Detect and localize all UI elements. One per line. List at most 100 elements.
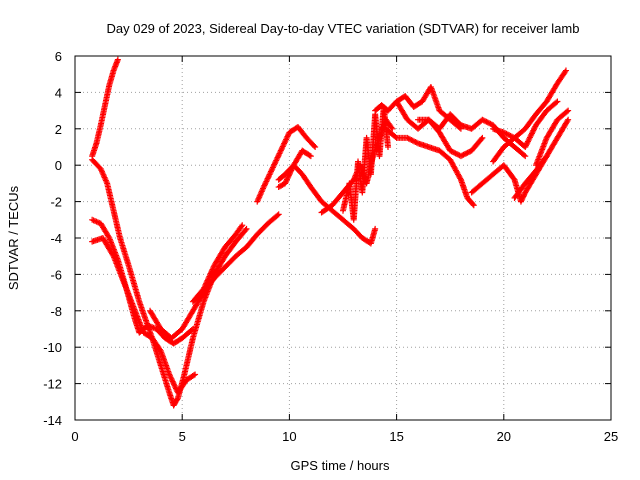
data-point-marker [405,135,412,142]
series-arc-3 [89,216,196,347]
y-tick-label: -8 [50,304,62,319]
data-point-marker [526,134,533,141]
data-point-marker [487,120,494,127]
data-point-marker [448,148,455,155]
data-point-marker [469,201,476,208]
data-point-marker [461,151,468,158]
data-point-marker [460,151,467,158]
data-point-marker [506,132,513,139]
data-point-marker [208,267,215,274]
data-point-marker [508,133,515,140]
y-tick-label: -10 [43,340,62,355]
chart-title: Day 029 of 2023, Sidereal Day-to-day VTE… [106,21,579,36]
data-point-marker [203,279,210,286]
data-point-marker [207,270,214,277]
y-tick-label: 4 [55,85,62,100]
data-point-marker [523,141,530,148]
data-point-marker [290,163,297,170]
y-tick-label: 6 [55,49,62,64]
data-point-marker [463,150,470,157]
data-point-marker [174,396,181,403]
data-point-marker [306,152,313,159]
data-point-marker [449,149,456,156]
data-point-marker [484,119,491,126]
data-point-marker [408,136,415,143]
data-point-marker [205,276,212,283]
data-point-marker [210,263,217,270]
data-point-marker [562,68,569,75]
data-point-marker [529,128,536,135]
data-point-marker [114,56,121,63]
series-arc-17 [490,67,569,165]
data-point-marker [565,116,572,123]
data-point-marker [527,133,534,140]
data-point-marker [530,127,537,134]
data-point-marker [413,139,420,146]
data-point-marker [464,149,471,156]
data-point-marker [275,211,282,218]
data-point-marker [479,116,486,123]
data-point-marker [479,134,486,141]
series-arc-11 [340,103,392,223]
data-point-marker [483,118,490,125]
y-tick-label: -6 [50,267,62,282]
data-point-marker [200,285,207,292]
data-point-marker [311,142,318,149]
data-point-marker [404,134,411,141]
data-point-marker [388,124,395,131]
data-point-marker [409,137,416,144]
data-point-marker [385,144,392,150]
data-point-marker [453,151,460,158]
data-point-marker [522,142,529,149]
x-axis-label: GPS time / hours [291,458,390,473]
series-arc-6 [189,222,246,305]
data-point-marker [392,133,399,140]
data-point-marker [562,67,569,74]
data-point-marker [189,326,196,332]
data-point-marker [243,225,250,232]
data-point-marker [372,225,379,232]
series-arc-20 [490,98,561,150]
data-point-marker [201,283,208,290]
data-point-marker [522,153,529,160]
y-tick-label: -4 [50,231,62,246]
series-arc-5 [147,211,282,342]
data-point-marker [210,265,217,272]
data-point-marker [564,118,571,124]
data-point-marker [465,149,472,156]
data-point-marker [522,144,529,150]
data-point-marker [457,153,464,160]
data-point-marker [521,152,528,159]
y-tick-label: 2 [55,122,62,137]
series-arc-13 [382,125,477,209]
y-tick-label: -2 [50,195,62,210]
data-point-marker [238,223,245,230]
data-point-marker [274,212,281,219]
data-point-marker [312,144,319,150]
data-point-marker [510,175,517,182]
data-point-marker [459,152,466,159]
data-point-marker [478,136,485,143]
data-point-marker [203,280,210,287]
y-tick-label: -12 [43,377,62,392]
data-point-marker [470,202,477,209]
data-point-marker [109,251,116,258]
series-arc-9 [275,147,314,191]
data-point-marker [504,131,511,138]
data-series [89,56,572,409]
series-arc-4 [89,235,199,396]
data-point-marker [530,126,537,133]
data-point-marker [451,149,458,156]
x-tick-label: 10 [282,429,296,444]
data-point-marker [239,222,246,229]
series-arc-19 [532,107,572,169]
series-arc-1 [89,56,121,160]
data-point-marker [526,135,533,142]
data-point-marker [307,153,314,160]
data-point-marker [201,284,208,291]
series-arc-7 [254,123,319,205]
data-point-marker [202,281,209,288]
data-point-marker [486,120,493,127]
data-point-marker [457,175,464,182]
